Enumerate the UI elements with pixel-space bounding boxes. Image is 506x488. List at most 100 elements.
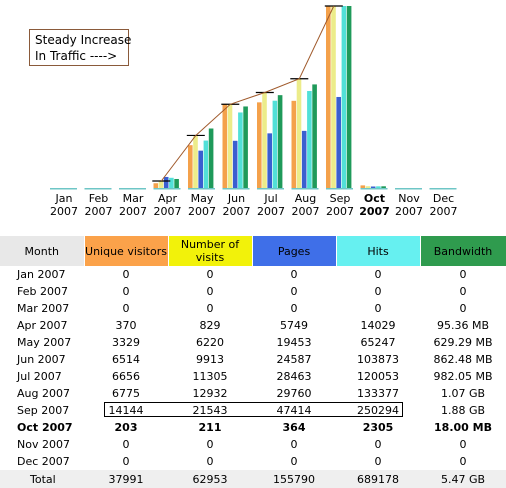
cell-unique: 370: [115, 319, 137, 332]
x-tick-year: 2007: [119, 205, 147, 218]
cell-month: Mar 2007: [17, 302, 70, 315]
table-row: Jun 2007 6514 9913 24587 103873 862.48 MB: [0, 351, 506, 368]
bar-hits-may-2007: [203, 140, 209, 188]
bar-hits-oct-2007: [376, 186, 381, 188]
cell-visits: 9913: [196, 353, 224, 366]
x-tick-year: 2007: [291, 205, 320, 218]
header-hits: Hits: [336, 236, 421, 266]
x-tick-year: 2007: [257, 205, 285, 218]
table-row: Feb 2007 0 0 0 0 0: [0, 283, 506, 300]
category-baseline: [395, 188, 422, 190]
x-tick-year: 2007: [326, 205, 354, 218]
table-row: Mar 2007 0 0 0 0 0: [0, 300, 506, 317]
x-tick-month: Sep: [329, 192, 351, 205]
cell-month: Nov 2007: [17, 438, 70, 451]
cell-pages: 0: [290, 455, 298, 468]
cell-pages: 0: [290, 285, 298, 298]
bar-number-of-visits-aug-2007: [296, 78, 302, 188]
category-baseline: [119, 188, 146, 190]
monthly-stats-table: Month Unique visitors Number of visits P…: [0, 236, 506, 488]
cell-pages: 0: [290, 268, 298, 281]
cell-visits: 0: [206, 455, 214, 468]
cell-pages: 0: [290, 302, 298, 315]
bar-bandwidth-oct-2007: [381, 186, 386, 188]
bar-pages-sep-2007: [336, 96, 341, 188]
category-baseline: [188, 188, 215, 190]
cell-pages: 0: [290, 438, 298, 451]
annotation-line-2: In Traffic ---->: [35, 49, 118, 63]
total-unique: 37991: [84, 470, 168, 488]
cell-visits: 0: [206, 302, 214, 315]
x-tick-month: Jan: [55, 192, 73, 205]
cell-visits: 0: [206, 285, 214, 298]
table-row: Nov 2007 0 0 0 0 0: [0, 436, 506, 453]
x-tick-label: Apr 2007: [150, 192, 186, 218]
x-tick-label: Oct 2007: [357, 192, 393, 218]
cell-bandwidth: 95.36 MB: [436, 319, 490, 332]
x-tick-month: Apr: [157, 192, 178, 205]
table-row: May 2007 3329 6220 19453 65247 629.29 MB: [0, 334, 506, 351]
x-tick-year: 2007: [188, 205, 216, 218]
bar-pages-jul-2007: [267, 133, 272, 188]
bar-number-of-visits-jul-2007: [262, 92, 267, 188]
cell-bandwidth: 1.88 GB: [440, 404, 486, 417]
x-tick-label: Jan 2007: [46, 192, 82, 218]
x-tick-year: 2007: [153, 205, 182, 218]
bar-pages-oct-2007: [370, 186, 376, 188]
bar-pages-may-2007: [198, 150, 203, 188]
bar-bandwidth-apr-2007: [174, 178, 179, 188]
cell-month: Dec 2007: [17, 455, 70, 468]
bar-bandwidth-jun-2007: [243, 106, 248, 188]
cell-visits: 0: [206, 438, 214, 451]
cell-hits: 65247: [360, 336, 396, 349]
bar-hits-apr-2007: [169, 177, 174, 188]
bar-hits-aug-2007: [307, 91, 312, 188]
table-row: Jul 2007 6656 11305 28463 120053 982.05 MB: [0, 368, 506, 385]
cell-pages: 364: [282, 421, 306, 434]
x-tick-month: May: [190, 192, 214, 205]
cell-visits: 829: [199, 319, 221, 332]
x-tick-label: Sep 2007: [322, 192, 358, 218]
cell-month: Jul 2007: [17, 370, 62, 383]
cell-bandwidth: 1.07 GB: [440, 387, 486, 400]
cell-bandwidth: 18.00 MB: [434, 421, 492, 434]
x-tick-month: Oct: [363, 192, 386, 205]
cell-visits: 21543: [192, 404, 228, 417]
x-tick-year: 2007: [359, 205, 390, 218]
cell-hits: 133377: [357, 387, 399, 400]
bar-pages-aug-2007: [301, 130, 307, 188]
table-row: Apr 2007 370 829 5749 14029 95.36 MB: [0, 317, 506, 334]
header-number-of-visits: Number of visits: [168, 236, 253, 266]
cell-hits: 0: [374, 302, 382, 315]
x-tick-label: Nov 2007: [391, 192, 427, 218]
cell-bandwidth: 982.05 MB: [433, 370, 493, 383]
cell-bandwidth: 0: [459, 268, 467, 281]
cell-unique: 0: [122, 268, 130, 281]
bar-hits-jul-2007: [272, 100, 278, 188]
bar-bandwidth-sep-2007: [346, 6, 352, 188]
header-pages: Pages: [252, 236, 337, 266]
category-baseline: [153, 188, 181, 190]
table-row: Sep 2007 14144 21543 47414 250294 1.88 GB: [0, 402, 506, 419]
cell-visits: 0: [206, 268, 214, 281]
x-tick-label: May 2007: [184, 192, 220, 218]
bar-unique-visitors-sep-2007: [326, 6, 331, 188]
cell-unique: 3329: [112, 336, 140, 349]
annotation-line-1: Steady Increase: [35, 33, 132, 47]
bar-number-of-visits-oct-2007: [365, 186, 371, 188]
total-pages: 155790: [252, 470, 336, 488]
table-row: Aug 2007 6775 12932 29760 133377 1.07 GB: [0, 385, 506, 402]
cell-bandwidth: 0: [459, 302, 467, 315]
x-tick-year: 2007: [395, 205, 423, 218]
bar-number-of-visits-apr-2007: [158, 180, 164, 188]
bar-number-of-visits-may-2007: [193, 135, 198, 188]
category-baseline: [326, 188, 353, 190]
cell-month: Jun 2007: [17, 353, 66, 366]
x-tick-month: Jun: [227, 192, 246, 205]
total-month: Total: [0, 470, 84, 488]
cell-bandwidth: 862.48 MB: [433, 353, 493, 366]
x-tick-label: Feb 2007: [81, 192, 117, 218]
cell-unique: 6656: [112, 370, 140, 383]
bar-bandwidth-jul-2007: [277, 95, 283, 188]
x-tick-year: 2007: [84, 205, 113, 218]
